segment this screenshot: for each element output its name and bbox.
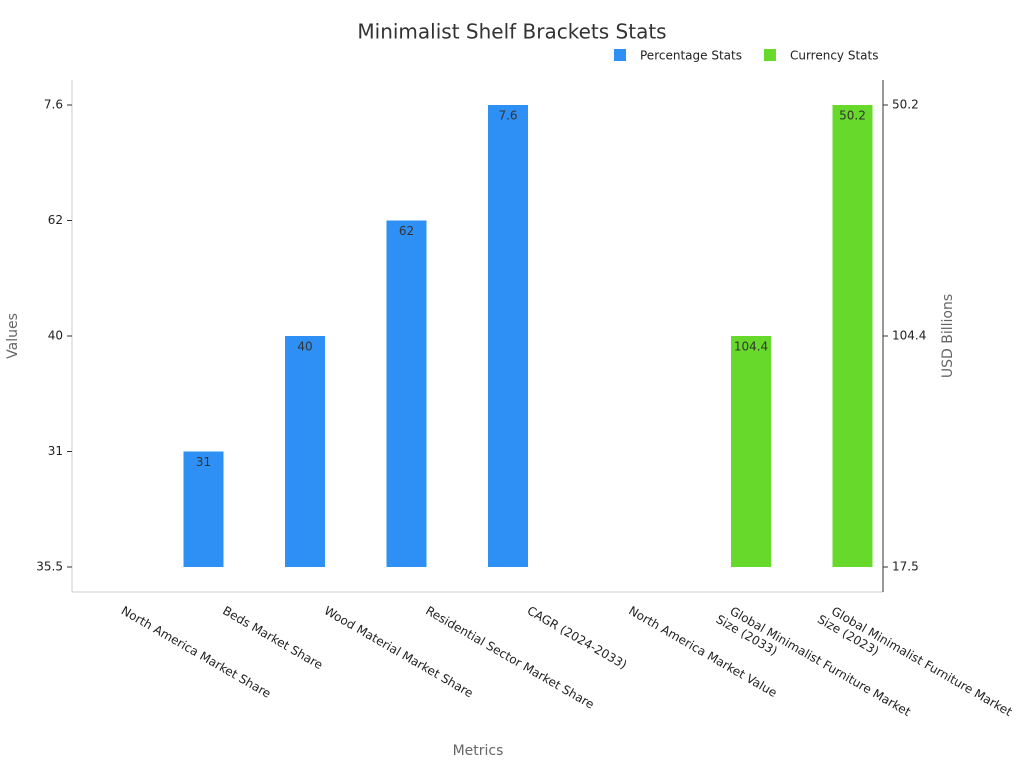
legend-swatch — [614, 49, 626, 61]
y-axis-title: Values — [5, 313, 21, 359]
bar-value-label: 62 — [399, 224, 414, 238]
y-tick-label: 31 — [48, 444, 63, 458]
y-tick-label: 7.6 — [44, 98, 63, 112]
legend-label: Currency Stats — [790, 49, 879, 63]
y-tick-label: 35.5 — [36, 560, 63, 574]
y-tick-label: 62 — [48, 213, 63, 227]
bar — [731, 336, 771, 567]
x-tick-label: Global Minimalist Furniture Market Size … — [815, 600, 1018, 733]
y2-tick-label: 17.5 — [892, 560, 919, 574]
y2-tick-label: 104.4 — [892, 329, 926, 343]
bar — [386, 220, 427, 567]
bar — [832, 105, 873, 567]
bar — [488, 105, 528, 567]
y-tick-label: 40 — [48, 329, 63, 343]
x-tick-label: Residential Sector Market Share — [423, 604, 596, 712]
bar-value-label: 50.2 — [839, 109, 866, 123]
x-tick-label: CAGR (2024-2033) — [525, 604, 630, 672]
y2-tick-label: 50.2 — [892, 98, 919, 112]
bar-value-label: 104.4 — [734, 340, 768, 354]
legend-label: Percentage Stats — [640, 49, 742, 63]
bar-value-label: 40 — [297, 340, 312, 354]
bar — [285, 336, 325, 567]
bar — [183, 451, 224, 567]
x-tick-label: Global Minimalist Furniture Market Size … — [714, 600, 917, 733]
bar-value-label: 31 — [196, 455, 211, 469]
bar-value-label: 7.6 — [498, 109, 517, 123]
y2-axis-title: USD Billions — [940, 294, 956, 378]
chart-title: Minimalist Shelf Brackets Stats — [357, 20, 666, 44]
x-tick-label: Beds Market Share — [220, 604, 325, 673]
legend-swatch — [763, 49, 776, 61]
x-axis-title: Metrics — [453, 743, 504, 759]
